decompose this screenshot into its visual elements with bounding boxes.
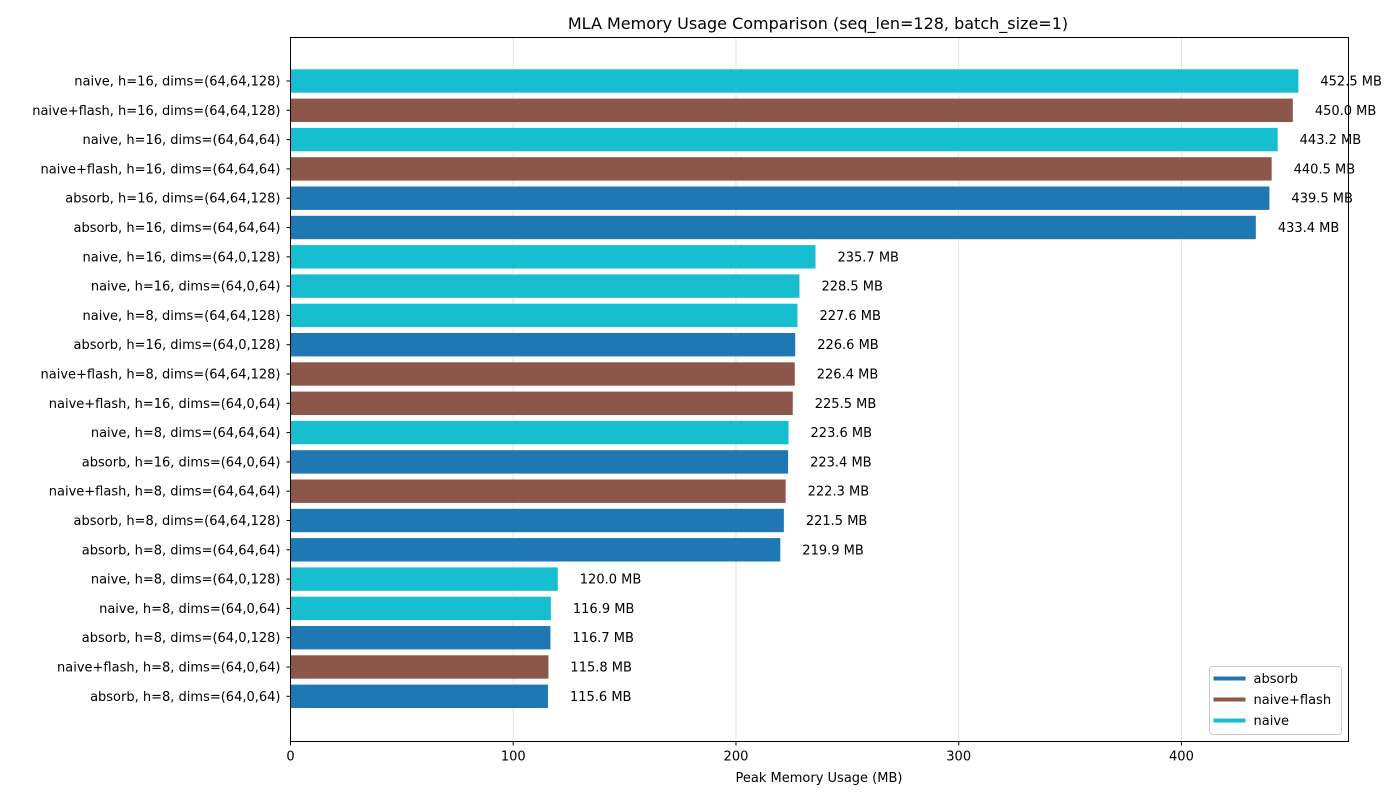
bar: [290, 684, 548, 708]
bar-value-label: 115.8 MB: [570, 661, 631, 676]
y-tick-label: naive+flash, h=16, dims=(64,0,64): [49, 397, 281, 412]
y-tick-label: naive+flash, h=16, dims=(64,64,64): [41, 162, 281, 177]
bar: [290, 98, 1293, 122]
y-tick-label: naive, h=8, dims=(64,64,128): [83, 309, 281, 324]
bar: [290, 157, 1272, 181]
bar-value-label: 439.5 MB: [1291, 192, 1352, 207]
x-axis-label: Peak Memory Usage (MB): [736, 771, 903, 786]
bar-value-label: 223.4 MB: [810, 455, 871, 470]
bar: [290, 215, 1256, 240]
bar-value-label: 452.5 MB: [1320, 75, 1381, 90]
x-tick-label: 100: [501, 750, 526, 765]
bar: [290, 420, 789, 445]
bars-group: [290, 69, 1299, 708]
bar: [290, 127, 1278, 152]
bar: [290, 274, 800, 298]
x-tick-label: 0: [286, 750, 294, 765]
bar-value-label: 440.5 MB: [1294, 162, 1355, 177]
y-tick-label: absorb, h=8, dims=(64,0,64): [90, 690, 280, 705]
y-tick-label: naive+flash, h=8, dims=(64,0,64): [57, 661, 280, 676]
bar: [290, 626, 551, 650]
legend: absorb naive+flash naive: [1209, 666, 1342, 735]
y-tick-label: naive+flash, h=16, dims=(64,64,128): [32, 104, 280, 119]
bar: [290, 538, 781, 562]
legend-box: [1209, 666, 1342, 735]
bar-value-label: 221.5 MB: [806, 514, 867, 529]
bar-value-label: 226.4 MB: [817, 368, 878, 383]
x-tick-label: 200: [724, 750, 749, 765]
chart-title: MLA Memory Usage Comparison (seq_len=128…: [568, 14, 1068, 34]
y-tick-label: naive, h=8, dims=(64,0,64): [99, 602, 280, 617]
value-labels-group: 452.5 MB 450.0 MB 443.2 MB 440.5 MB 439.5 MB…: [570, 75, 1382, 705]
bar: [290, 245, 816, 269]
y-tick-label: absorb, h=16, dims=(64,0,64): [82, 455, 281, 470]
legend-label: absorb: [1254, 672, 1299, 687]
bar: [290, 186, 1270, 210]
bar: [290, 508, 784, 533]
legend-label: naive+flash: [1254, 693, 1332, 708]
bar-value-label: 120.0 MB: [580, 573, 641, 588]
bar: [290, 69, 1299, 93]
bar-value-label: 223.6 MB: [811, 426, 872, 441]
y-tick-label: absorb, h=8, dims=(64,64,128): [74, 514, 281, 529]
bar-value-label: 226.6 MB: [817, 338, 878, 353]
bar: [290, 479, 786, 503]
bar-value-label: 228.5 MB: [821, 280, 882, 295]
y-tick-label: absorb, h=16, dims=(64,64,128): [65, 192, 280, 207]
bar-value-label: 433.4 MB: [1278, 221, 1339, 236]
bar: [290, 655, 549, 679]
bar: [290, 596, 551, 621]
bar-value-label: 443.2 MB: [1300, 133, 1361, 148]
y-tick-label: naive, h=16, dims=(64,64,64): [83, 133, 281, 148]
bar-value-label: 235.7 MB: [837, 250, 898, 265]
y-tick-label: naive, h=16, dims=(64,0,64): [91, 280, 281, 295]
y-tick-label: naive, h=16, dims=(64,0,128): [83, 250, 281, 265]
x-tick-label: 300: [946, 750, 971, 765]
y-tick-label: naive, h=8, dims=(64,64,64): [91, 426, 281, 441]
bar-value-label: 222.3 MB: [808, 485, 869, 500]
y-tick-label: absorb, h=16, dims=(64,64,64): [74, 221, 281, 236]
bar-value-label: 225.5 MB: [815, 397, 876, 412]
bar-value-label: 450.0 MB: [1315, 104, 1376, 119]
bar-value-label: 219.9 MB: [802, 543, 863, 558]
y-tick-labels-group: naive, h=16, dims=(64,64,128) naive+flash…: [32, 75, 291, 705]
y-tick-label: absorb, h=8, dims=(64,64,64): [82, 543, 281, 558]
y-tick-label: naive, h=8, dims=(64,0,128): [91, 573, 281, 588]
bar: [290, 303, 798, 328]
bar: [290, 567, 558, 591]
bar: [290, 391, 793, 415]
legend-label: naive: [1254, 714, 1290, 729]
y-tick-label: naive+flash, h=8, dims=(64,64,64): [49, 485, 281, 500]
bar-value-label: 115.6 MB: [570, 690, 631, 705]
plot-frame: [290, 37, 1349, 742]
bar-value-label: 227.6 MB: [819, 309, 880, 324]
y-tick-label: absorb, h=8, dims=(64,0,128): [82, 631, 281, 646]
y-tick-label: naive+flash, h=8, dims=(64,64,128): [41, 368, 281, 383]
y-tick-label: absorb, h=16, dims=(64,0,128): [74, 338, 281, 353]
y-tick-label: naive, h=16, dims=(64,64,128): [74, 75, 280, 90]
bar-value-label: 116.9 MB: [573, 602, 634, 617]
bar: [290, 333, 796, 357]
bar: [290, 362, 795, 386]
bar-value-label: 116.7 MB: [572, 631, 633, 646]
bar: [290, 450, 789, 474]
x-tick-label: 400: [1169, 750, 1194, 765]
x-ticks-group: 0 100 200 300 400: [286, 741, 1194, 765]
